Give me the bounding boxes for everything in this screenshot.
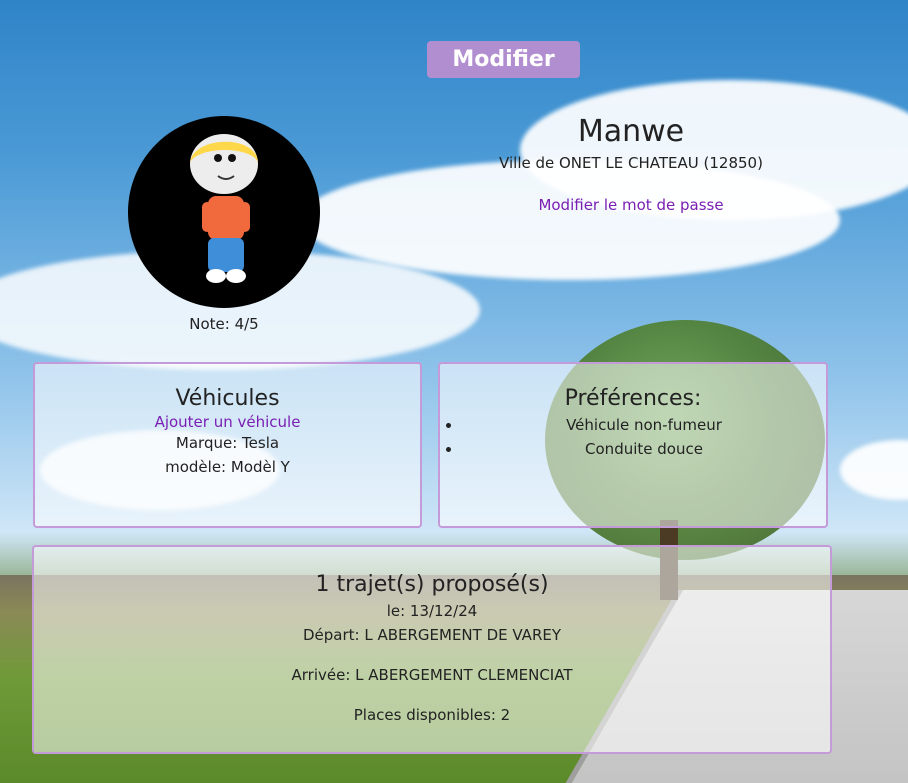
trip-seats: Places disponibles: 2 — [353, 706, 511, 724]
city-text: Ville de ONET LE CHATEAU (12850) — [499, 154, 763, 172]
preference-item: Véhicule non-fumeur — [462, 413, 826, 437]
add-vehicle-link[interactable]: Ajouter un véhicule — [154, 413, 301, 431]
vehicles-card: Véhicules Ajouter un véhicule Marque: Te… — [33, 362, 422, 528]
rating-text: Note: 4/5 — [189, 315, 259, 333]
vehicle-brand: Marque: Tesla — [175, 434, 280, 452]
trip-departure: Départ: L ABERGEMENT DE VAREY — [302, 626, 562, 644]
vehicles-title: Véhicules — [175, 386, 280, 411]
username: Manwe — [577, 114, 685, 149]
change-password-link[interactable]: Modifier le mot de passe — [538, 196, 724, 214]
trip-date: le: 13/12/24 — [386, 602, 478, 620]
edit-profile-button[interactable]: Modifier — [427, 41, 580, 78]
avatar — [128, 116, 320, 308]
vehicle-model: modèle: Modèl Y — [165, 458, 290, 476]
preferences-list: Véhicule non-fumeur Conduite douce — [440, 413, 826, 461]
trips-card: 1 trajet(s) proposé(s) le: 13/12/24 Dépa… — [32, 545, 832, 754]
preferences-title: Préférences: — [564, 386, 702, 411]
trip-arrival: Arrivée: L ABERGEMENT CLEMENCIAT — [291, 666, 573, 684]
avatar-figurine-image — [190, 134, 258, 283]
preference-item: Conduite douce — [462, 437, 826, 461]
preferences-card: Préférences: Véhicule non-fumeur Conduit… — [438, 362, 828, 528]
trips-title: 1 trajet(s) proposé(s) — [315, 572, 549, 597]
profile-info: Manwe Ville de ONET LE CHATEAU (12850) M… — [470, 112, 792, 214]
